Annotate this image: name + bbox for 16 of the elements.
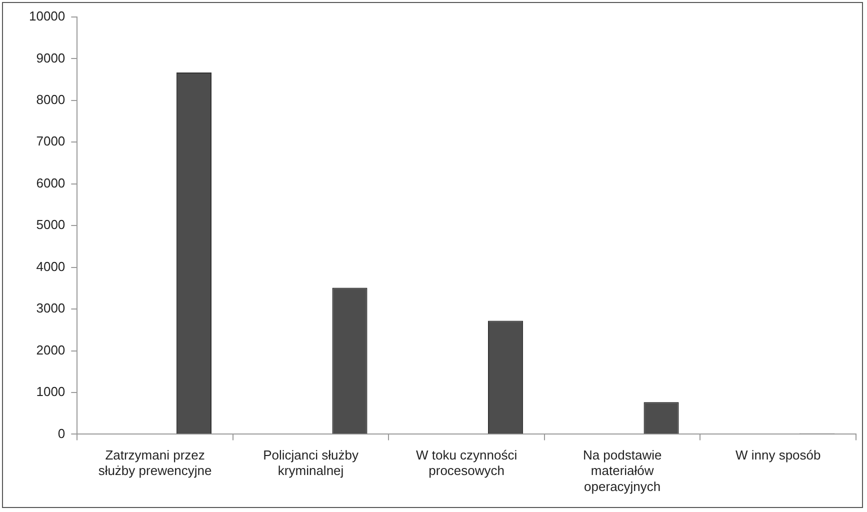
y-tick-label: 4000 <box>36 258 66 274</box>
y-tick-label: 5000 <box>36 217 66 232</box>
y-tick-label: 8000 <box>36 92 66 108</box>
x-tick-label: Policjanci służby kryminalnej <box>263 448 359 478</box>
y-tick-label: 0 <box>58 426 66 441</box>
y-tick-label: 6000 <box>36 175 66 190</box>
y-tick-label: 1000 <box>36 384 66 400</box>
y-tick-label: 10000 <box>28 8 66 24</box>
y-tick-label: 9000 <box>36 50 66 66</box>
y-tick-label: 2000 <box>36 342 66 358</box>
x-tick-label: Zatrzymani przez służby prewencyjne <box>98 448 212 478</box>
x-tick-label: Na podstawie materiałów operacyjnych <box>582 448 662 494</box>
x-tick-label: W toku czynności procesowych <box>416 448 518 478</box>
x-tick-label: W inny sposób <box>735 448 821 463</box>
y-tick-label: 7000 <box>36 134 66 149</box>
y-tick-label: 3000 <box>36 300 66 316</box>
